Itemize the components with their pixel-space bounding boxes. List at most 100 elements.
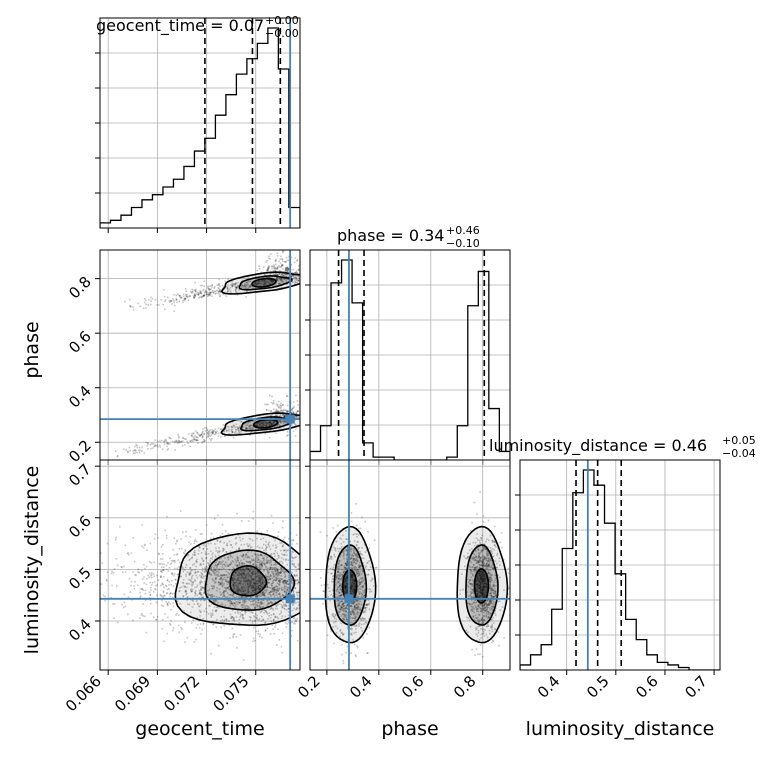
sample-point <box>236 558 239 560</box>
sample-point <box>243 562 245 565</box>
sample-point <box>189 558 192 560</box>
sample-point <box>305 589 307 591</box>
sample-point <box>149 594 151 596</box>
sample-point <box>223 584 225 586</box>
sample-point <box>240 596 243 599</box>
sample-point <box>339 635 341 638</box>
sample-point <box>258 588 261 591</box>
sample-point <box>310 616 312 618</box>
sample-point <box>270 422 272 424</box>
sample-point <box>263 568 265 571</box>
sample-point <box>219 578 221 581</box>
sample-point <box>286 273 288 276</box>
sample-point <box>120 566 122 568</box>
sample-point <box>232 604 235 607</box>
sample-point <box>155 585 157 587</box>
sample-point <box>198 597 200 599</box>
sample-point <box>232 581 235 584</box>
sample-point <box>390 566 392 568</box>
sample-point <box>278 587 281 589</box>
sample-point <box>176 567 178 570</box>
sample-point <box>244 593 246 596</box>
sample-point <box>351 563 353 565</box>
sample-point <box>156 304 158 306</box>
sample-point <box>236 590 239 592</box>
sample-point <box>198 546 201 549</box>
sample-point <box>381 572 383 574</box>
sample-point <box>265 425 267 428</box>
sample-point <box>242 555 244 558</box>
sample-point <box>256 269 259 272</box>
sample-point <box>377 611 379 613</box>
sample-point <box>308 590 310 592</box>
sample-point <box>250 587 253 590</box>
sample-point <box>238 576 240 579</box>
sample-point <box>266 612 269 615</box>
sample-point <box>234 428 237 431</box>
sample-point <box>237 285 239 287</box>
sample-point <box>265 590 267 592</box>
sample-point <box>197 293 199 295</box>
sample-point <box>150 586 152 589</box>
sample-point <box>278 571 280 574</box>
sample-point <box>168 601 170 603</box>
sample-point <box>195 590 197 592</box>
sample-point <box>281 580 284 583</box>
sample-point <box>356 599 359 602</box>
sample-point <box>197 553 200 555</box>
sample-point <box>239 424 241 427</box>
sample-point <box>129 591 131 593</box>
sample-point <box>279 581 282 584</box>
sample-point <box>231 570 234 572</box>
sample-point <box>353 605 356 608</box>
sample-point <box>350 558 352 560</box>
sample-point <box>274 571 277 573</box>
sample-point <box>262 592 264 594</box>
sample-point <box>288 591 290 594</box>
sample-point <box>220 577 222 580</box>
sample-point <box>141 446 143 449</box>
sample-point <box>186 599 188 601</box>
sample-point <box>267 570 269 572</box>
sample-point <box>270 415 273 417</box>
sample-point <box>274 624 277 626</box>
sample-point <box>249 570 251 572</box>
sample-point <box>297 279 300 282</box>
sample-point <box>193 294 196 296</box>
sample-point <box>133 449 136 451</box>
sample-point <box>244 610 246 612</box>
sample-point <box>271 279 273 281</box>
sample-point <box>353 558 355 560</box>
sample-point <box>163 443 166 445</box>
sample-point <box>345 564 348 567</box>
sample-point <box>280 645 283 648</box>
sample-point <box>251 587 254 589</box>
sample-point <box>241 279 244 282</box>
sample-point <box>279 409 282 412</box>
sample-point <box>254 582 256 584</box>
sample-point <box>260 595 262 597</box>
sample-point <box>302 412 304 414</box>
sample-point <box>206 436 208 439</box>
sample-point <box>162 590 165 593</box>
sample-point <box>275 410 278 412</box>
sample-point <box>168 584 170 586</box>
sample-point <box>160 594 162 597</box>
sample-point <box>232 283 234 286</box>
sample-point <box>215 547 217 549</box>
sample-point <box>247 556 250 558</box>
sample-point <box>229 588 232 591</box>
sample-point <box>252 563 255 565</box>
sample-point <box>305 595 307 597</box>
sample-point <box>295 279 298 281</box>
sample-point <box>244 287 246 290</box>
sample-point <box>184 550 186 552</box>
sample-point <box>141 524 143 526</box>
sample-point <box>241 586 243 589</box>
sample-point <box>211 596 213 598</box>
sample-point <box>248 289 251 292</box>
sample-point <box>228 564 230 566</box>
sample-point <box>275 547 277 549</box>
sample-point <box>196 594 199 597</box>
sample-point <box>237 565 239 567</box>
